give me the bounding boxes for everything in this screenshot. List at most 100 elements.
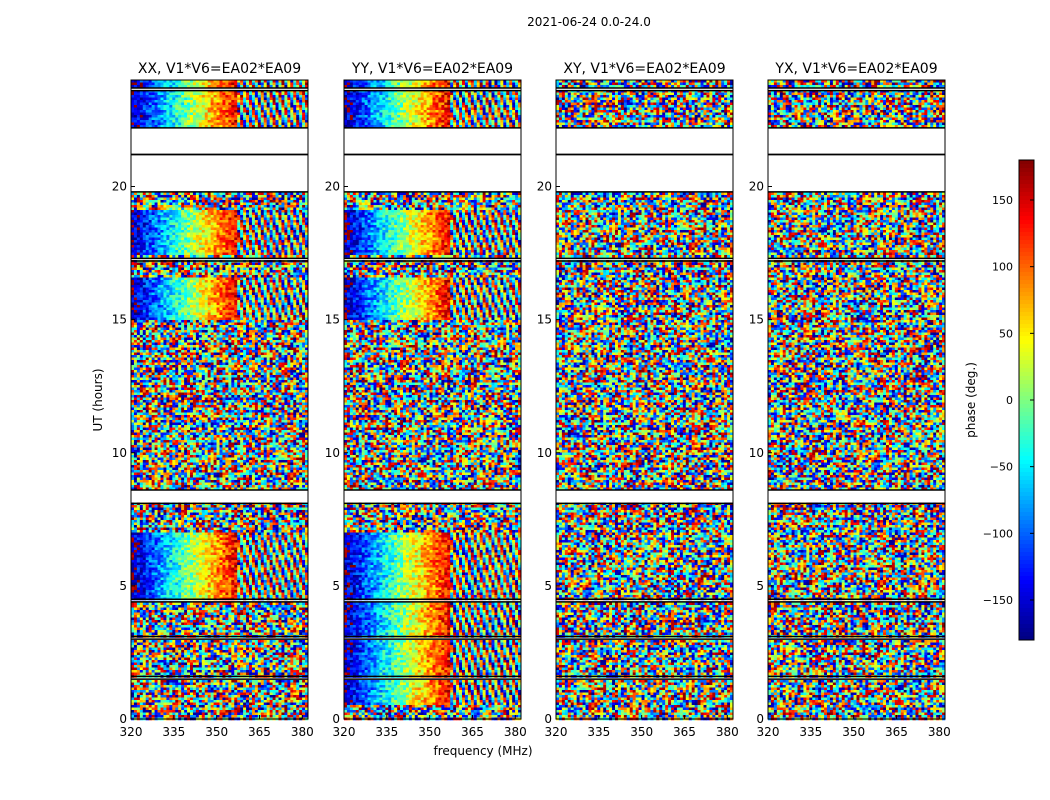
- heatmap-cell: [267, 210, 270, 213]
- heatmap-cell: [199, 205, 202, 208]
- heatmap-cell: [237, 203, 240, 206]
- heatmap-cell: [252, 195, 255, 198]
- heatmap-cell: [199, 83, 202, 86]
- heatmap-cell: [187, 103, 190, 106]
- heatmap-cell: [255, 100, 258, 103]
- heatmap-cell: [225, 198, 228, 201]
- heatmap-cell: [193, 108, 196, 111]
- heatmap-cell: [169, 105, 172, 108]
- heatmap-cell: [175, 123, 178, 126]
- heatmap-cell: [290, 108, 293, 111]
- heatmap-cell: [190, 208, 193, 211]
- heatmap-cell: [137, 210, 140, 213]
- heatmap-cell: [175, 200, 178, 203]
- heatmap-cell: [237, 100, 240, 103]
- heatmap-cell: [234, 200, 237, 203]
- heatmap-cell: [178, 210, 181, 213]
- heatmap-cell: [137, 208, 140, 211]
- heatmap-cell: [264, 113, 267, 116]
- heatmap-cell: [273, 100, 276, 103]
- heatmap-cell: [246, 123, 249, 126]
- heatmap-cell: [211, 210, 214, 213]
- heatmap-cell: [243, 205, 246, 208]
- heatmap-cell: [146, 215, 149, 218]
- heatmap-cell: [225, 123, 228, 126]
- heatmap-cell: [281, 118, 284, 121]
- heatmap-cell: [276, 93, 279, 96]
- heatmap-cell: [249, 98, 252, 101]
- heatmap-cell: [264, 93, 267, 96]
- heatmap-cell: [214, 195, 217, 198]
- heatmap-cell: [287, 208, 290, 211]
- heatmap-cell: [258, 110, 261, 113]
- heatmap-cell: [228, 200, 231, 203]
- heatmap-cell: [273, 103, 276, 106]
- heatmap-cell: [231, 198, 234, 201]
- heatmap-cell: [161, 110, 164, 113]
- heatmap-cell: [222, 208, 225, 211]
- heatmap-cell: [240, 203, 243, 206]
- heatmap-cell: [184, 208, 187, 211]
- heatmap-cell: [234, 205, 237, 208]
- heatmap-cell: [243, 105, 246, 108]
- heatmap-cell: [202, 210, 205, 213]
- heatmap-cell: [252, 95, 255, 98]
- heatmap-cell: [296, 105, 299, 108]
- heatmap-cell: [178, 105, 181, 108]
- heatmap-cell: [240, 93, 243, 96]
- heatmap-cell: [276, 105, 279, 108]
- heatmap-cell: [246, 100, 249, 103]
- heatmap-cell: [161, 113, 164, 116]
- heatmap-cell: [273, 198, 276, 201]
- heatmap-cell: [228, 193, 231, 196]
- heatmap-cell: [169, 198, 172, 201]
- heatmap-cell: [190, 193, 193, 196]
- heatmap-cell: [261, 118, 264, 121]
- heatmap-cell: [234, 195, 237, 198]
- heatmap-cell: [225, 205, 228, 208]
- heatmap-cell: [155, 103, 158, 106]
- heatmap-cell: [190, 195, 193, 198]
- heatmap-cell: [302, 100, 305, 103]
- heatmap-cell: [258, 198, 261, 201]
- heatmap-cell: [273, 118, 276, 121]
- heatmap-cell: [199, 208, 202, 211]
- heatmap-cell: [208, 195, 211, 198]
- heatmap-cell: [243, 200, 246, 203]
- heatmap-cell: [281, 100, 284, 103]
- heatmap-cell: [225, 108, 228, 111]
- heatmap-cell: [181, 115, 184, 118]
- heatmap-cell: [220, 108, 223, 111]
- heatmap-cell: [163, 103, 166, 106]
- heatmap-cell: [158, 93, 161, 96]
- heatmap-cell: [222, 93, 225, 96]
- heatmap-cell: [293, 203, 296, 206]
- heatmap-cell: [276, 123, 279, 126]
- heatmap-cell: [234, 100, 237, 103]
- heatmap-cell: [284, 210, 287, 213]
- heatmap-cell: [217, 115, 220, 118]
- heatmap-cell: [261, 95, 264, 98]
- heatmap-cell: [267, 93, 270, 96]
- heatmap-cell: [231, 123, 234, 126]
- heatmap-cell: [246, 118, 249, 121]
- heatmap-cell: [149, 118, 152, 121]
- heatmap-cell: [240, 113, 243, 116]
- heatmap-cell: [284, 215, 287, 218]
- heatmap-cell: [255, 213, 258, 216]
- heatmap-cell: [255, 93, 258, 96]
- heatmap-cell: [190, 120, 193, 123]
- heatmap-cell: [276, 98, 279, 101]
- heatmap-cell: [299, 208, 302, 211]
- heatmap-cell: [217, 95, 220, 98]
- heatmap-cell: [211, 115, 214, 118]
- heatmap-cell: [249, 205, 252, 208]
- heatmap-cell: [302, 195, 305, 198]
- heatmap-cell: [161, 193, 164, 196]
- heatmap-cell: [264, 210, 267, 213]
- heatmap-cell: [302, 110, 305, 113]
- heatmap-cell: [231, 213, 234, 216]
- heatmap-cell: [290, 205, 293, 208]
- heatmap-cell: [287, 120, 290, 123]
- heatmap-cell: [302, 120, 305, 123]
